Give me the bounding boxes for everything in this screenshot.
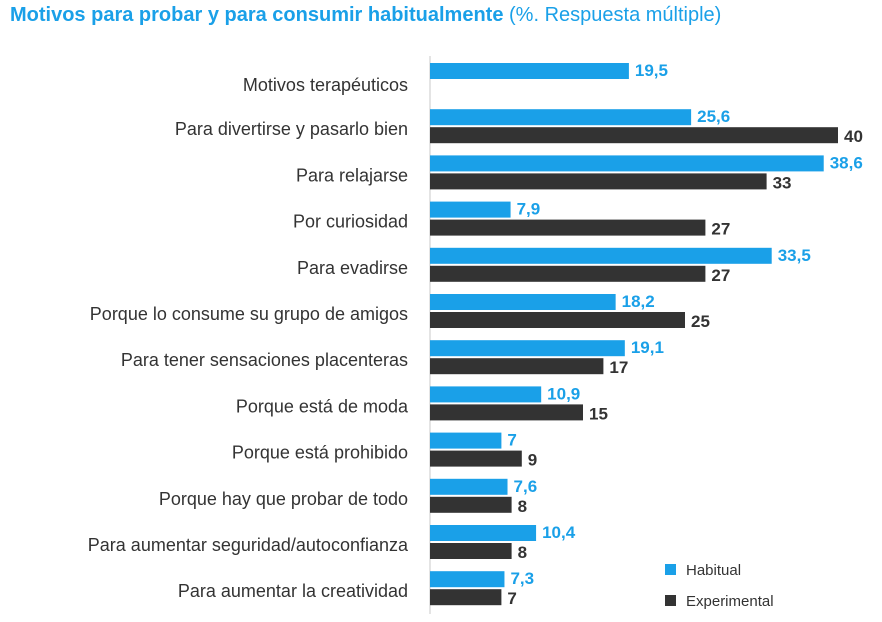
category-label: Porque está de moda: [236, 396, 409, 416]
data-label-habitual: 33,5: [778, 246, 811, 265]
data-label-habitual: 7: [507, 431, 516, 450]
bar-habitual: [430, 386, 542, 403]
bar-experimental: [430, 219, 706, 236]
category-label: Para divertirse y pasarlo bien: [175, 119, 408, 139]
bar-habitual: [430, 478, 508, 495]
data-label-experimental: 25: [691, 312, 710, 331]
bar-experimental: [430, 265, 706, 282]
category-label: Por curiosidad: [293, 212, 408, 232]
data-label-experimental: 8: [518, 543, 527, 562]
data-label-habitual: 18,2: [622, 292, 655, 311]
data-label-habitual: 7,3: [510, 569, 534, 588]
bar-habitual: [430, 294, 616, 310]
bar-experimental: [430, 127, 838, 144]
legend-label-experimental: Experimental: [686, 593, 774, 610]
data-label-experimental: 15: [589, 404, 608, 423]
chart-title-main: Motivos para probar y para consumir habi…: [10, 4, 504, 26]
data-label-experimental: 17: [609, 358, 628, 377]
data-label-experimental: 27: [711, 220, 730, 239]
legend-swatch-experimental: [665, 595, 676, 606]
bar-experimental: [430, 173, 767, 190]
data-label-experimental: 8: [518, 497, 527, 516]
chart-title: Motivos para probar y para consumir habi…: [10, 4, 721, 27]
data-label-habitual: 19,1: [631, 338, 664, 357]
category-label: Motivos terapéuticos: [243, 75, 408, 95]
bar-habitual: [430, 109, 692, 126]
data-label-experimental: 33: [773, 173, 792, 192]
data-label-experimental: 27: [711, 266, 730, 285]
bar-experimental: [430, 358, 604, 375]
bar-habitual: [430, 571, 505, 588]
category-label: Porque lo consume su grupo de amigos: [90, 304, 408, 324]
bar-experimental: [430, 543, 512, 559]
data-label-experimental: 7: [507, 589, 516, 608]
category-label: Para relajarse: [296, 165, 408, 185]
category-label: Para aumentar la creatividad: [178, 581, 408, 601]
category-label: Para tener sensaciones placenteras: [121, 350, 408, 370]
bar-experimental: [430, 589, 502, 606]
bar-experimental: [430, 450, 522, 467]
bar-habitual: [430, 155, 824, 172]
data-label-habitual: 38,6: [830, 153, 863, 172]
data-label-experimental: 40: [844, 127, 863, 146]
data-label-habitual: 25,6: [697, 107, 730, 126]
bar-habitual: [430, 63, 629, 79]
legend-label-habitual: Habitual: [686, 562, 741, 579]
data-label-habitual: 10,4: [542, 523, 576, 542]
legend-swatch-habitual: [665, 564, 676, 575]
category-label: Para aumentar seguridad/autoconfianza: [88, 535, 409, 555]
bar-habitual: [430, 340, 625, 357]
data-label-experimental: 9: [528, 451, 537, 470]
bar-experimental: [430, 404, 583, 421]
data-label-habitual: 7,9: [517, 200, 541, 219]
bar-experimental: [430, 496, 512, 513]
data-label-habitual: 10,9: [547, 384, 580, 403]
data-label-habitual: 19,5: [635, 61, 668, 80]
category-label: Para evadirse: [297, 258, 408, 278]
bar-experimental: [430, 312, 685, 328]
bar-habitual: [430, 525, 537, 541]
chart-subtitle: (%. Respuesta múltiple): [509, 4, 722, 26]
data-label-habitual: 7,6: [514, 477, 538, 496]
bar-habitual: [430, 201, 511, 218]
bar-habitual: [430, 247, 772, 264]
category-label: Porque está prohibido: [232, 443, 408, 463]
bar-habitual: [430, 432, 502, 449]
category-label: Porque hay que probar de todo: [159, 489, 408, 509]
